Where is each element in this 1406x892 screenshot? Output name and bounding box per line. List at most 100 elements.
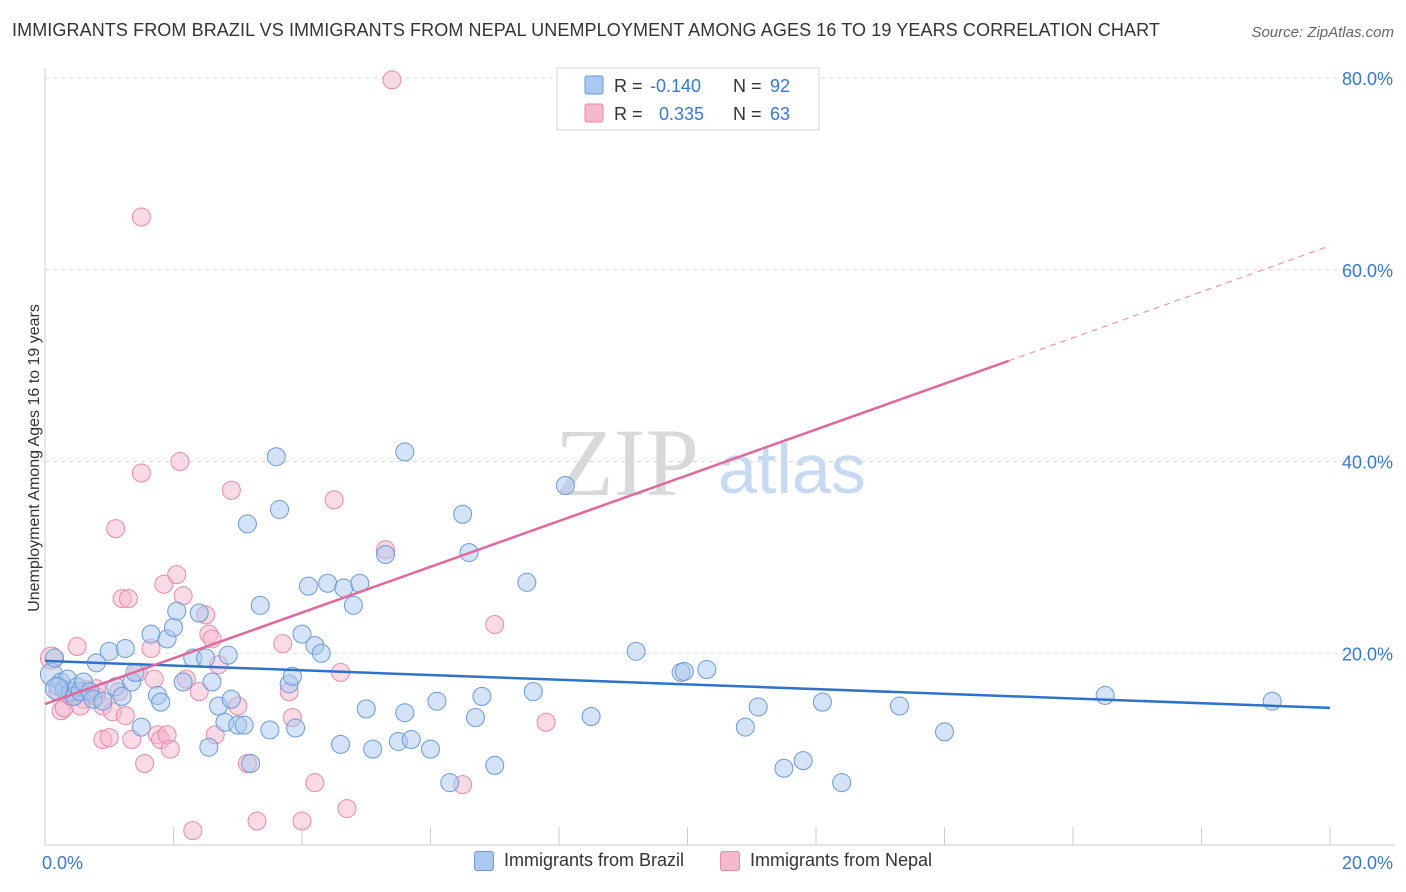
- nepal-point: [119, 589, 139, 609]
- trend-lines: [44, 245, 1331, 710]
- axes: 20.0% 40.0% 60.0% 80.0% 0.0% 20.0%: [42, 68, 1395, 873]
- nepal-point: [67, 637, 87, 657]
- brazil-point: [202, 672, 222, 692]
- nepal-n-label: N =: [733, 104, 762, 124]
- brazil-n-value: 92: [770, 76, 790, 96]
- brazil-point: [832, 773, 852, 793]
- brazil-point: [237, 514, 257, 534]
- brazil-point: [331, 734, 351, 754]
- nepal-r-label: R =: [614, 104, 643, 124]
- brazil-point: [164, 617, 183, 637]
- nepal-point: [189, 682, 209, 702]
- legend-item-nepal[interactable]: Immigrants from Nepal: [719, 850, 933, 871]
- brazil-point: [196, 648, 216, 668]
- source-label: Source: ZipAtlas.com: [1251, 24, 1394, 41]
- legend-swatch-brazil: [473, 850, 494, 871]
- brazil-point: [697, 660, 717, 680]
- nepal-point: [183, 821, 203, 841]
- brazil-point: [93, 691, 113, 711]
- brazil-point: [401, 730, 421, 750]
- y-tick-label: 20.0%: [1342, 644, 1393, 664]
- nepal-point: [115, 706, 135, 726]
- brazil-point: [440, 773, 460, 793]
- x-tick-label: 20.0%: [1342, 853, 1393, 873]
- legend-item-brazil[interactable]: Immigrants from Brazil: [473, 850, 684, 871]
- watermark-zip: ZIP: [555, 409, 699, 516]
- brazil-point: [282, 666, 302, 686]
- brazil-r-label: R =: [614, 76, 643, 96]
- brazil-point: [99, 641, 119, 661]
- nepal-point: [337, 799, 357, 819]
- brazil-point: [465, 707, 485, 727]
- brazil-point: [581, 707, 601, 727]
- brazil-n-label: N =: [733, 76, 762, 96]
- brazil-r-value: -0.140: [650, 76, 701, 96]
- nepal-point: [221, 480, 241, 500]
- brazil-point: [151, 692, 171, 712]
- brazil-point: [45, 648, 65, 668]
- brazil-point: [421, 739, 440, 759]
- nepal-point: [99, 728, 119, 748]
- brazil-point: [523, 682, 543, 702]
- brazil-point: [199, 737, 219, 757]
- brazil-point: [241, 754, 261, 774]
- brazil-point: [395, 703, 415, 723]
- brazil-point: [234, 715, 254, 735]
- brazil-point: [935, 722, 954, 742]
- brazil-swatch: [584, 75, 604, 95]
- brazil-point: [472, 686, 492, 706]
- chart-title: IMMIGRANTS FROM BRAZIL VS IMMIGRANTS FRO…: [12, 20, 1160, 40]
- watermark-atlas: atlas: [718, 430, 866, 508]
- nepal-point: [135, 754, 155, 774]
- legend-label-brazil: Immigrants from Brazil: [503, 850, 684, 870]
- brazil-point: [167, 601, 187, 621]
- brazil-point: [626, 641, 646, 661]
- nepal-r-value: 0.335: [659, 104, 704, 124]
- nepal-point: [144, 669, 164, 689]
- y-tick-label: 80.0%: [1342, 69, 1393, 89]
- nepal-point: [324, 490, 344, 510]
- brazil-point: [363, 739, 383, 759]
- brazil-point: [298, 576, 318, 596]
- nepal-point: [536, 712, 556, 732]
- brazil-point: [173, 672, 193, 692]
- brazil-point: [793, 751, 813, 771]
- nepal-point: [160, 739, 180, 759]
- brazil-point: [112, 686, 132, 706]
- brazil-point: [250, 595, 270, 615]
- brazil-point: [674, 661, 694, 681]
- brazil-point: [270, 499, 290, 519]
- brazil-point: [221, 689, 241, 709]
- brazil-point: [395, 442, 415, 462]
- brazil-point: [286, 718, 306, 738]
- y-tick-label: 40.0%: [1342, 453, 1393, 473]
- y-axis-label: Unemployment Among Ages 16 to 19 years: [26, 304, 43, 612]
- brazil-point: [427, 691, 447, 711]
- series-legend: Immigrants from Brazil Immigrants from N…: [0, 850, 1406, 871]
- brazil-point: [890, 696, 910, 716]
- brazil-point: [1095, 685, 1115, 705]
- nepal-point: [167, 565, 187, 585]
- brazil-point: [735, 717, 755, 737]
- brazil-point: [356, 699, 376, 719]
- brazil-point: [453, 504, 473, 524]
- y-tick-label: 60.0%: [1342, 261, 1393, 281]
- brazil-point: [555, 475, 575, 495]
- nepal-point: [106, 519, 126, 539]
- brazil-point: [266, 447, 286, 467]
- brazil-point: [485, 755, 505, 775]
- legend-swatch-nepal: [719, 850, 740, 871]
- brazil-point: [774, 758, 794, 778]
- brazil-point: [292, 624, 312, 644]
- nepal-point: [154, 574, 174, 594]
- legend-label-nepal: Immigrants from Nepal: [749, 850, 933, 870]
- nepal-point: [170, 452, 190, 471]
- brazil-point: [318, 573, 338, 593]
- brazil-point: [115, 638, 135, 658]
- brazil-point: [131, 717, 151, 737]
- nepal-point: [131, 207, 151, 227]
- brazil-point: [812, 692, 832, 712]
- brazil-point: [343, 595, 363, 615]
- brazil-point: [218, 645, 238, 665]
